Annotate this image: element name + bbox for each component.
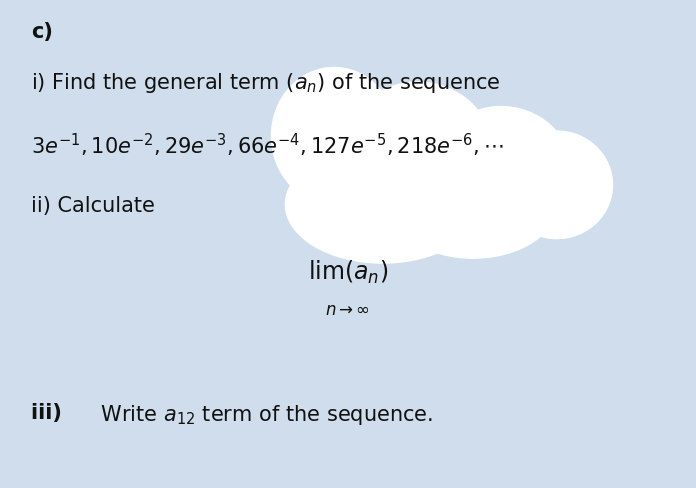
Text: $\lim (a_n)$: $\lim (a_n)$ (308, 259, 388, 286)
Text: $3e^{-1}, 10e^{-2}, 29e^{-3}, 66e^{-4}, 127e^{-5}, 218e^{-6}, \cdots$: $3e^{-1}, 10e^{-2}, 29e^{-3}, 66e^{-4}, … (31, 132, 504, 159)
Text: c): c) (31, 22, 53, 42)
Text: i) Find the general term $(a_n)$ of the sequence: i) Find the general term $(a_n)$ of the … (31, 71, 501, 95)
Text: Write $a_{12}$ term of the sequence.: Write $a_{12}$ term of the sequence. (94, 403, 433, 427)
Ellipse shape (390, 151, 557, 259)
Text: $n\rightarrow\infty$: $n\rightarrow\infty$ (326, 300, 370, 318)
Ellipse shape (501, 132, 612, 239)
Text: ii) Calculate: ii) Calculate (31, 195, 155, 215)
Text: iii): iii) (31, 403, 70, 423)
Ellipse shape (271, 68, 397, 205)
Ellipse shape (341, 83, 494, 229)
Ellipse shape (285, 146, 480, 264)
Ellipse shape (432, 107, 571, 234)
